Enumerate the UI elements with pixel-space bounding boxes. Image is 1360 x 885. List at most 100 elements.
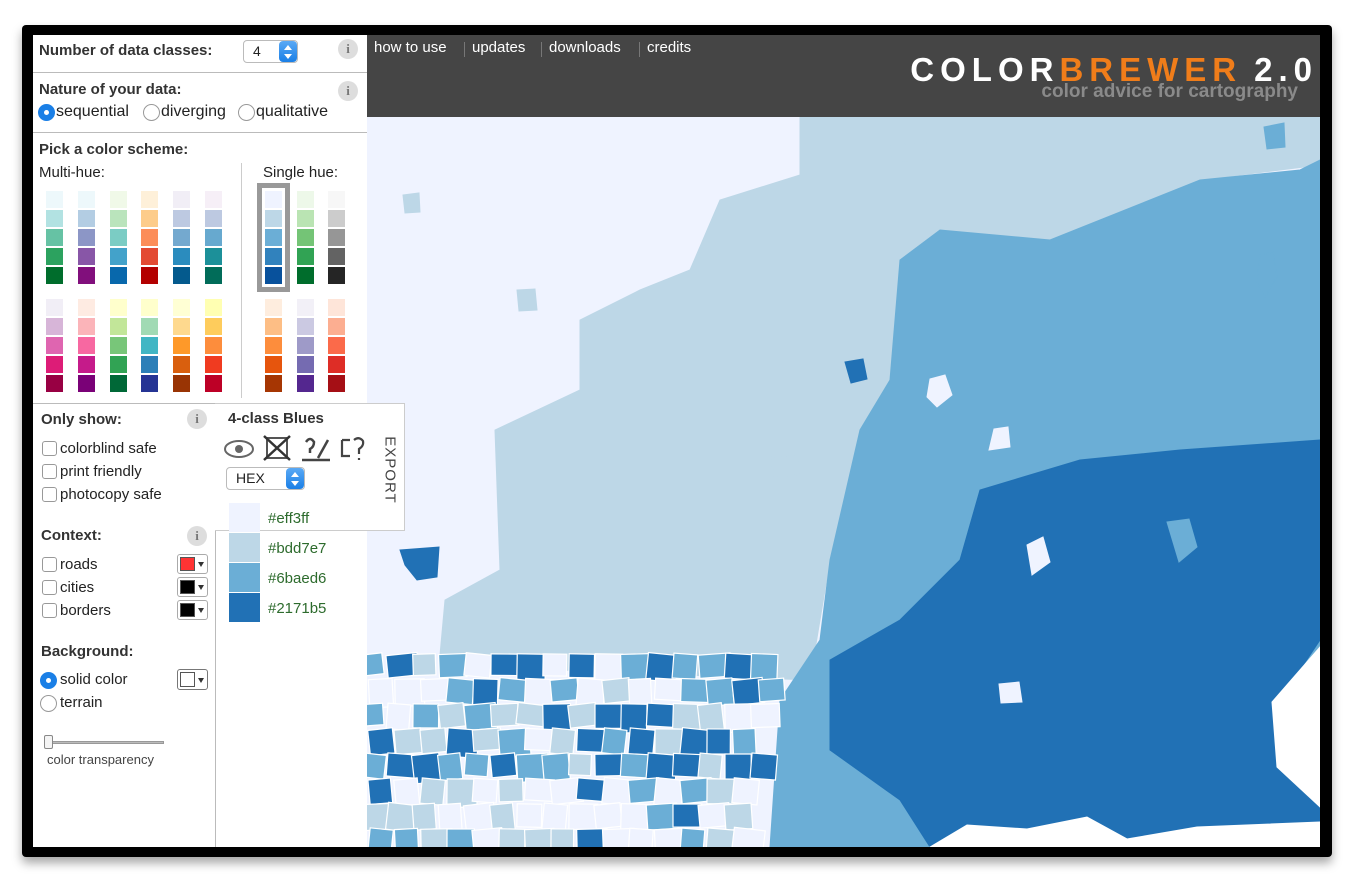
swatch[interactable]	[76, 374, 96, 393]
checkbox[interactable]	[42, 487, 57, 502]
swatch[interactable]	[204, 336, 223, 355]
swatch[interactable]	[172, 336, 192, 355]
swatch[interactable]	[295, 228, 315, 247]
swatch[interactable]	[264, 355, 283, 374]
swatch[interactable]	[45, 228, 64, 247]
swatch[interactable]	[327, 355, 346, 374]
slider-track[interactable]	[47, 741, 164, 744]
swatch[interactable]	[264, 336, 283, 355]
swatch[interactable]	[327, 298, 346, 317]
swatch[interactable]	[295, 374, 315, 393]
swatch[interactable]	[108, 209, 128, 228]
swatch[interactable]	[140, 228, 160, 247]
swatch[interactable]	[45, 317, 64, 336]
swatch[interactable]	[172, 355, 192, 374]
swatch[interactable]	[295, 266, 315, 285]
swatch[interactable]	[327, 374, 346, 393]
swatch[interactable]	[295, 247, 315, 266]
swatch[interactable]	[264, 317, 283, 336]
swatch[interactable]	[140, 317, 160, 336]
select[interactable]: HEX	[226, 467, 305, 490]
swatch[interactable]	[140, 247, 160, 266]
checkbox[interactable]	[42, 557, 57, 572]
swatch[interactable]	[108, 228, 128, 247]
swatch[interactable]	[76, 336, 96, 355]
swatch[interactable]	[264, 209, 283, 228]
swatch[interactable]	[327, 247, 346, 266]
swatch[interactable]	[140, 209, 160, 228]
swatch[interactable]	[76, 266, 96, 285]
swatch[interactable]	[327, 317, 346, 336]
info-icon[interactable]: i	[338, 81, 358, 101]
swatch[interactable]	[108, 190, 128, 209]
swatch[interactable]	[76, 190, 96, 209]
swatch[interactable]	[140, 190, 160, 209]
swatch[interactable]	[264, 228, 283, 247]
swatch[interactable]	[76, 355, 96, 374]
swatch[interactable]	[204, 355, 223, 374]
swatch[interactable]	[204, 317, 223, 336]
swatch[interactable]	[45, 355, 64, 374]
swatch[interactable]	[140, 374, 160, 393]
swatch[interactable]	[327, 209, 346, 228]
swatch[interactable]	[295, 355, 315, 374]
swatch[interactable]	[172, 298, 192, 317]
swatch[interactable]	[108, 317, 128, 336]
swatch[interactable]	[264, 247, 283, 266]
swatch[interactable]	[76, 317, 96, 336]
swatch[interactable]	[264, 266, 283, 285]
nav-link[interactable]: updates	[472, 39, 526, 56]
checkbox[interactable]	[42, 441, 57, 456]
nav-link[interactable]: how to use	[374, 39, 447, 56]
radio-button[interactable]	[40, 695, 57, 712]
swatch[interactable]	[172, 317, 192, 336]
icons[interactable]	[222, 434, 372, 464]
swatch[interactable]	[264, 298, 283, 317]
swatch[interactable]	[108, 247, 128, 266]
swatch[interactable]	[327, 336, 346, 355]
swatch[interactable]	[108, 355, 128, 374]
nav-link[interactable]: credits	[647, 39, 692, 56]
checkbox[interactable]	[42, 603, 57, 618]
swatch[interactable]	[108, 374, 128, 393]
swatch[interactable]	[45, 190, 64, 209]
swatch[interactable]	[204, 228, 223, 247]
swatch[interactable]	[204, 374, 223, 393]
swatch[interactable]	[108, 266, 128, 285]
checkbox[interactable]	[42, 464, 57, 479]
swatch[interactable]	[172, 374, 192, 393]
radio-button[interactable]	[238, 104, 255, 121]
swatch[interactable]	[204, 298, 223, 317]
swatch[interactable]	[172, 190, 192, 209]
swatch[interactable]	[295, 317, 315, 336]
swatch[interactable]	[327, 190, 346, 209]
swatch[interactable]	[45, 336, 64, 355]
swatch[interactable]	[76, 228, 96, 247]
swatch[interactable]	[264, 190, 283, 209]
checkbox[interactable]	[42, 580, 57, 595]
swatch[interactable]	[45, 209, 64, 228]
swatch[interactable]	[45, 374, 64, 393]
swatch[interactable]	[295, 336, 315, 355]
swatch[interactable]	[140, 266, 160, 285]
swatch[interactable]	[108, 336, 128, 355]
swatch[interactable]	[76, 209, 96, 228]
swatch[interactable]	[204, 190, 223, 209]
slider-thumb[interactable]	[44, 735, 53, 749]
swatch[interactable]	[204, 209, 223, 228]
swatch[interactable]	[172, 247, 192, 266]
swatch[interactable]	[172, 209, 192, 228]
info-icon[interactable]: i	[338, 39, 358, 59]
swatch[interactable]	[76, 247, 96, 266]
radio-button[interactable]	[143, 104, 160, 121]
swatch[interactable]	[140, 336, 160, 355]
swatch[interactable]	[295, 190, 315, 209]
swatch[interactable]	[76, 298, 96, 317]
swatch[interactable]	[327, 228, 346, 247]
info-icon[interactable]: i	[187, 526, 207, 546]
info-icon[interactable]: i	[187, 409, 207, 429]
swatch[interactable]	[264, 374, 283, 393]
swatch[interactable]	[204, 266, 223, 285]
nav-link[interactable]: downloads	[549, 39, 621, 56]
swatch[interactable]	[108, 298, 128, 317]
